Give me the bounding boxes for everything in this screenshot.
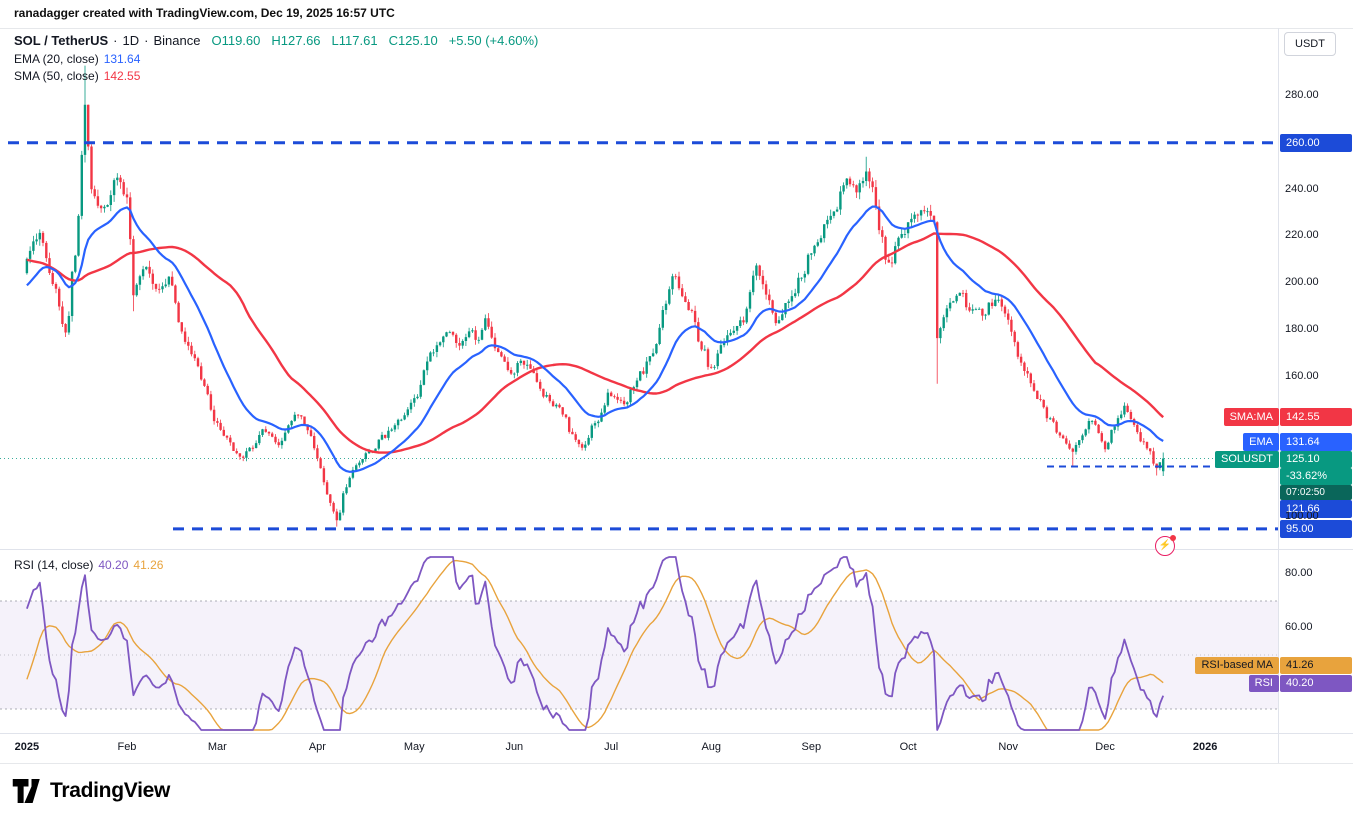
currency-unit-button[interactable]: USDT — [1284, 32, 1336, 56]
tradingview-wordmark: TradingView — [50, 779, 171, 802]
attribution-text: ranadagger created with TradingView.com,… — [14, 6, 395, 20]
ohlc-change: +5.50 (+4.60%) — [448, 33, 539, 48]
bar-countdown-badge: 07:02:50 — [1280, 485, 1352, 500]
sma-legend-name: SMA (50, close) — [14, 69, 99, 83]
candles-up-bodies — [25, 104, 1165, 521]
rsi-legend-value: 40.20 — [98, 558, 129, 572]
tradingview-brand[interactable]: TradingView — [12, 779, 170, 803]
rsi-ma-value-badge: 41.26 — [1280, 657, 1352, 674]
rsi-legend-name: RSI (14, close) — [14, 558, 94, 572]
ohlc-close: C125.10 — [388, 33, 438, 48]
ohlc-open: O119.60 — [211, 33, 261, 48]
candles-down-wicks — [42, 104, 1158, 527]
rsi-name-badge: RSI — [1248, 675, 1279, 692]
rsi-legend[interactable]: RSI (14, close) 40.20 41.26 — [14, 558, 163, 572]
rsi-value-badge: 40.20 — [1280, 675, 1352, 692]
sma-50-line — [26, 232, 1165, 454]
ema-legend[interactable]: EMA (20, close) 131.64 — [14, 52, 140, 66]
rsi-ma-name-badge: RSI-based MA — [1195, 657, 1279, 674]
tradingview-logo-icon — [12, 779, 40, 803]
symbol-name-badge: SOLUSDT — [1215, 451, 1279, 468]
resistance-level-badge: 260.00 — [1280, 134, 1352, 152]
ema-legend-name: EMA (20, close) — [14, 52, 99, 66]
symbol-legend[interactable]: SOL / TetherUS · 1D · Binance O119.60 H1… — [14, 33, 538, 48]
ema-20-line — [26, 205, 1164, 473]
sma-name-badge: SMA:MA — [1223, 408, 1279, 426]
ray-level-badge: 121.66 — [1280, 500, 1352, 518]
ema-legend-value: 131.64 — [103, 52, 141, 66]
legend-separator: · — [144, 33, 149, 48]
support-level-badge: 95.00 — [1280, 520, 1352, 538]
ohlc-high: H127.66 — [271, 33, 321, 48]
rsi-band — [0, 601, 1278, 709]
ohlc-low: L117.61 — [331, 33, 378, 48]
rsi-ma-legend-value: 41.26 — [133, 558, 164, 572]
candles-down-bodies — [41, 104, 1158, 521]
last-price-badge: 125.10 — [1280, 451, 1352, 468]
symbol-exchange: Binance — [153, 33, 201, 48]
symbol-name: SOL / TetherUS — [14, 33, 109, 48]
ema-value-badge: 131.64 — [1280, 433, 1352, 451]
change-percent-badge: -33.62% — [1280, 468, 1352, 485]
sma-value-badge: 142.55 — [1280, 408, 1352, 426]
rsi-line — [26, 556, 1165, 731]
ema-name-badge: EMA — [1243, 433, 1279, 451]
sma-legend[interactable]: SMA (50, close) 142.55 — [14, 69, 140, 83]
sma-legend-value: 142.55 — [103, 69, 141, 83]
alert-icon[interactable]: ⚡ — [1155, 535, 1176, 556]
symbol-interval: 1D — [122, 33, 140, 48]
rsi-ma-line — [26, 559, 1164, 731]
legend-separator: · — [113, 33, 118, 48]
